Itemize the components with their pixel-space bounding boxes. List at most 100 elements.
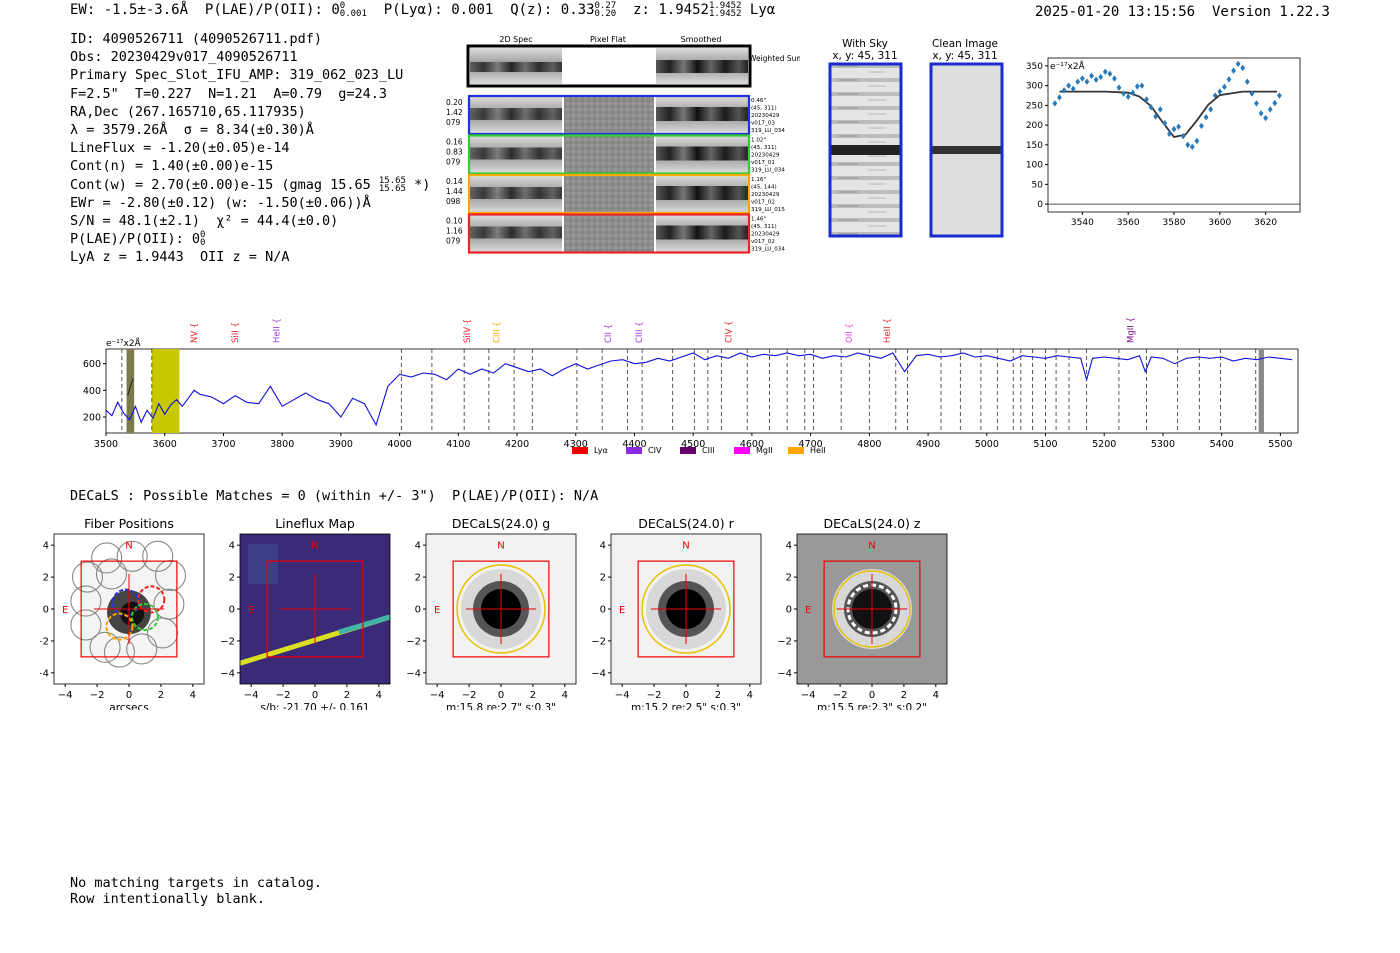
qz-value: 0.33	[560, 2, 595, 18]
clean-trace	[932, 146, 1001, 154]
x-tick-label: 4	[747, 690, 753, 701]
fiber-selected	[130, 602, 159, 631]
cutout-frame	[467, 213, 751, 254]
east-label: E	[805, 605, 811, 616]
y-tick-label: 2	[600, 573, 606, 584]
info-plae-sub: 0	[200, 238, 206, 249]
data-point	[1102, 68, 1108, 76]
legend-swatch	[572, 447, 588, 454]
emission-line-name: CII {	[604, 324, 614, 343]
emission-line-label: SiIV {	[463, 319, 473, 343]
x-tick-label: 0	[312, 690, 318, 701]
plae-label: P(LAE)/P(OII):	[204, 2, 323, 18]
cutout-left-label: 079	[446, 118, 461, 127]
cutout-left-label: 079	[446, 158, 461, 167]
cutout-left-label: 0.20	[446, 98, 463, 107]
north-label: N	[868, 540, 875, 551]
x-tick-label: 4500	[681, 439, 705, 450]
line-window-region	[151, 349, 180, 433]
data-point	[1208, 106, 1214, 113]
lineflux-streak-tail	[338, 614, 391, 635]
info-lyaz: LyA z = 1.9443 OII z = N/A	[70, 249, 290, 266]
masked-region-right	[1258, 349, 1264, 433]
search-box	[452, 560, 550, 658]
ew-label: EW:	[70, 2, 96, 18]
y-tick-label: 0	[229, 605, 235, 616]
fiber-selected	[137, 585, 166, 614]
aperture-circle	[641, 564, 731, 654]
col-title-pixel-flat: Pixel Flat	[590, 35, 626, 44]
cutout-right-label: v017_03	[751, 121, 775, 127]
x-tick-label: 2	[901, 690, 907, 701]
emission-line-label: SiII {	[231, 322, 241, 343]
y-tick-label: 4	[229, 541, 235, 552]
cutout-frame	[467, 94, 751, 136]
x-tick-label: 3560	[1117, 218, 1140, 228]
info-contw: Cont(w) = 2.70(±0.00)e-15 (gmag 15.65 15…	[70, 176, 430, 194]
x-tick-label: 5500	[1268, 439, 1292, 450]
y-tick-label: 400	[83, 386, 101, 397]
data-point	[1066, 82, 1072, 89]
cutout-left-label: 098	[446, 197, 461, 206]
data-point	[1153, 113, 1159, 120]
legend-label: Lyα	[594, 446, 608, 455]
header-summary: EW: -1.5±-3.6Å P(LAE)/P(OII): 0 0 0.001 P(…	[70, 2, 775, 19]
y-tick-label: −4	[406, 668, 421, 679]
y-tick-label: 200	[83, 413, 101, 424]
emission-line-name: SiII {	[231, 322, 241, 343]
full-spectrum-plot: 3500 3600 3700 3800 3900 4000 4100 4200 4300 4400…	[83, 317, 1299, 455]
x-tick-label: 5400	[1210, 439, 1234, 450]
cutout-left-label: 0.83	[446, 148, 463, 157]
emission-line-name: SiIV {	[463, 319, 473, 343]
cutout-smoothed-trace	[656, 186, 748, 200]
data-point	[1098, 73, 1104, 81]
panel-title: DECaLS(24.0) r	[638, 516, 734, 531]
with-sky-trace	[831, 145, 900, 155]
contw-end: *)	[414, 176, 431, 193]
y-tick-label: −4	[220, 668, 235, 679]
emission-line-name: HeII {	[883, 318, 893, 343]
x-tick-label: 2	[158, 690, 164, 701]
x-tick-label: 4	[190, 690, 196, 701]
y-tick-label: 2	[43, 573, 49, 584]
x-tick-label: −2	[90, 690, 105, 701]
data-point	[1139, 82, 1145, 89]
y-tick-label: 0	[415, 605, 421, 616]
spectrum-axes-frame	[105, 348, 1299, 434]
emission-line-name: CIV {	[724, 321, 734, 343]
contw-sup: 15.65	[378, 175, 406, 186]
cutout-left-label: 1.42	[446, 108, 463, 117]
cutout-pixel-flat	[564, 135, 654, 174]
legend-swatch	[626, 447, 642, 454]
y-tick-label: −4	[591, 668, 606, 679]
clean-frame	[929, 62, 1004, 238]
x-tick-label: 5000	[975, 439, 999, 450]
panel-xlabel: m:15.5 re:2.3" s:0.2"	[817, 702, 927, 710]
y-tick-label: 2	[786, 573, 792, 584]
cutout-smoothed-trace	[656, 225, 748, 240]
clean-coords: x, y: 45, 311	[932, 50, 998, 62]
y-tick-label: 350	[1026, 62, 1043, 72]
panel-xlabel: s/b: -21.70 +/- 0.161	[260, 702, 369, 710]
plya-value: 0.001	[451, 2, 494, 18]
fiber-circle	[153, 588, 185, 620]
x-tick-label: 5100	[1033, 439, 1057, 450]
x-tick-label: 4900	[916, 439, 940, 450]
y-tick-label: 600	[83, 359, 101, 370]
qz-sub: 0.20	[594, 9, 617, 19]
x-tick-label: 3900	[329, 439, 353, 450]
data-point	[1167, 130, 1172, 138]
ew-value: -1.5±-3.6Å	[103, 2, 189, 18]
x-tick-label: 2	[715, 690, 721, 701]
x-tick-label: 4700	[799, 439, 823, 450]
with-sky-coords: x, y: 45, 311	[832, 50, 898, 62]
data-point	[1203, 114, 1209, 121]
cutout-pixel-flat	[564, 175, 654, 213]
search-box	[823, 560, 921, 658]
cutout-right-label: v017_02	[751, 239, 775, 245]
panel-title: Fiber Positions	[84, 516, 174, 531]
clean-image-title: Clean Image x, y: 45, 311	[928, 38, 1002, 62]
x-tick-label: 0	[683, 690, 689, 701]
emission-line-name: OII {	[845, 323, 855, 343]
